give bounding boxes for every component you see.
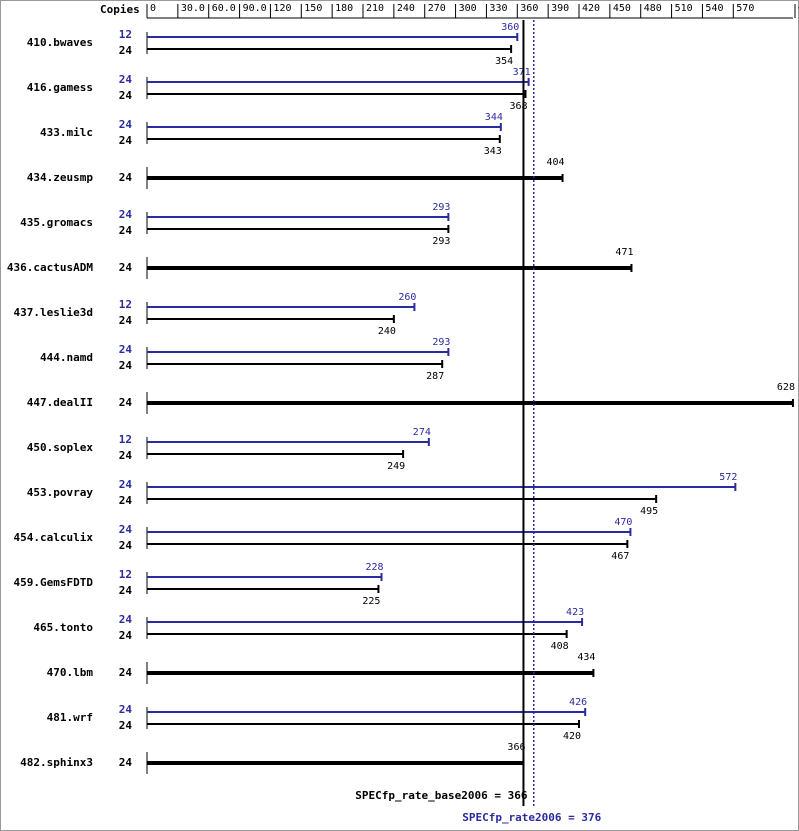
base-copies: 24 bbox=[119, 539, 133, 552]
x-tick-label: 60.0 bbox=[212, 3, 236, 14]
base-value-label: 467 bbox=[611, 551, 629, 562]
base-value-label: 287 bbox=[426, 371, 444, 382]
peak-copies: 24 bbox=[119, 208, 133, 221]
peak-value-label: 293 bbox=[432, 202, 450, 213]
base-value-label: 366 bbox=[507, 742, 525, 753]
x-tick-label: 0 bbox=[150, 3, 156, 14]
peak-reference-label: SPECfp_rate2006 = 376 bbox=[462, 811, 601, 824]
benchmark-name: 434.zeusmp bbox=[27, 171, 94, 184]
x-tick-label: 210 bbox=[366, 3, 384, 14]
base-value-label: 628 bbox=[777, 382, 795, 393]
base-copies: 24 bbox=[119, 584, 133, 597]
base-value-label: 495 bbox=[640, 506, 658, 517]
x-tick-label: 450 bbox=[613, 3, 631, 14]
base-value-label: 404 bbox=[547, 157, 565, 168]
base-value-label: 368 bbox=[509, 101, 527, 112]
base-copies: 24 bbox=[119, 756, 133, 769]
peak-copies: 12 bbox=[119, 568, 132, 581]
base-copies: 24 bbox=[119, 314, 133, 327]
benchmark-name: 410.bwaves bbox=[27, 36, 93, 49]
x-tick-label: 90.0 bbox=[243, 3, 267, 14]
peak-copies: 24 bbox=[119, 343, 133, 356]
base-copies: 24 bbox=[119, 449, 133, 462]
copies-header: Copies bbox=[100, 3, 140, 16]
benchmark-name: 433.milc bbox=[40, 126, 93, 139]
base-copies: 24 bbox=[119, 629, 133, 642]
peak-value-label: 228 bbox=[365, 562, 383, 573]
peak-copies: 24 bbox=[119, 118, 133, 131]
base-copies: 24 bbox=[119, 44, 133, 57]
x-tick-label: 360 bbox=[520, 3, 538, 14]
benchmark-name: 454.calculix bbox=[14, 531, 94, 544]
base-copies: 24 bbox=[119, 359, 133, 372]
benchmark-name: 453.povray bbox=[27, 486, 94, 499]
benchmark-name: 459.GemsFDTD bbox=[14, 576, 94, 589]
x-tick-label: 150 bbox=[304, 3, 322, 14]
x-tick-label: 480 bbox=[644, 3, 662, 14]
peak-value-label: 360 bbox=[501, 22, 519, 33]
base-copies: 24 bbox=[119, 224, 133, 237]
peak-value-label: 274 bbox=[413, 427, 431, 438]
peak-copies: 12 bbox=[119, 298, 132, 311]
peak-copies: 12 bbox=[119, 28, 132, 41]
base-reference-label: SPECfp_rate_base2006 = 366 bbox=[355, 789, 528, 802]
peak-copies: 24 bbox=[119, 613, 133, 626]
x-tick-label: 180 bbox=[335, 3, 353, 14]
base-value-label: 354 bbox=[495, 56, 513, 67]
base-value-label: 408 bbox=[551, 641, 569, 652]
base-copies: 24 bbox=[119, 89, 133, 102]
benchmark-name: 416.gamess bbox=[27, 81, 93, 94]
base-copies: 24 bbox=[119, 494, 133, 507]
peak-value-label: 371 bbox=[513, 67, 531, 78]
base-value-label: 471 bbox=[615, 247, 633, 258]
x-tick-label: 120 bbox=[273, 3, 291, 14]
peak-value-label: 423 bbox=[566, 607, 584, 618]
x-tick-label: 30.0 bbox=[181, 3, 205, 14]
peak-copies: 24 bbox=[119, 73, 133, 86]
benchmark-name: 435.gromacs bbox=[20, 216, 93, 229]
peak-copies: 12 bbox=[119, 433, 132, 446]
base-value-label: 240 bbox=[378, 326, 396, 337]
benchmark-name: 436.cactusADM bbox=[7, 261, 93, 274]
base-copies: 24 bbox=[119, 666, 133, 679]
base-value-label: 225 bbox=[362, 596, 380, 607]
base-value-label: 293 bbox=[432, 236, 450, 247]
benchmark-name: 482.sphinx3 bbox=[20, 756, 93, 769]
x-tick-label: 330 bbox=[489, 3, 507, 14]
base-value-label: 420 bbox=[563, 731, 581, 742]
benchmark-name: 450.soplex bbox=[27, 441, 94, 454]
x-tick-label: 510 bbox=[675, 3, 693, 14]
x-tick-label: 240 bbox=[397, 3, 415, 14]
benchmark-name: 447.dealII bbox=[27, 396, 93, 409]
peak-value-label: 426 bbox=[569, 697, 587, 708]
benchmark-name: 437.leslie3d bbox=[14, 306, 93, 319]
peak-value-label: 572 bbox=[719, 472, 737, 483]
base-value-label: 434 bbox=[577, 652, 595, 663]
benchmark-name: 481.wrf bbox=[47, 711, 93, 724]
peak-value-label: 260 bbox=[398, 292, 416, 303]
peak-value-label: 293 bbox=[432, 337, 450, 348]
base-value-label: 343 bbox=[484, 146, 502, 157]
peak-copies: 24 bbox=[119, 523, 133, 536]
peak-value-label: 344 bbox=[485, 112, 503, 123]
x-tick-label: 570 bbox=[736, 3, 754, 14]
benchmark-name: 470.lbm bbox=[47, 666, 94, 679]
x-tick-label: 540 bbox=[705, 3, 723, 14]
x-tick-label: 420 bbox=[582, 3, 600, 14]
base-copies: 24 bbox=[119, 396, 133, 409]
peak-value-label: 470 bbox=[614, 517, 632, 528]
benchmark-name: 444.namd bbox=[40, 351, 93, 364]
base-copies: 24 bbox=[119, 134, 133, 147]
x-tick-label: 270 bbox=[428, 3, 446, 14]
peak-copies: 24 bbox=[119, 703, 133, 716]
base-copies: 24 bbox=[119, 719, 133, 732]
base-copies: 24 bbox=[119, 261, 133, 274]
x-tick-label: 300 bbox=[459, 3, 477, 14]
base-value-label: 249 bbox=[387, 461, 405, 472]
benchmark-name: 465.tonto bbox=[33, 621, 93, 634]
base-copies: 24 bbox=[119, 171, 133, 184]
x-tick-label: 390 bbox=[551, 3, 569, 14]
peak-copies: 24 bbox=[119, 478, 133, 491]
